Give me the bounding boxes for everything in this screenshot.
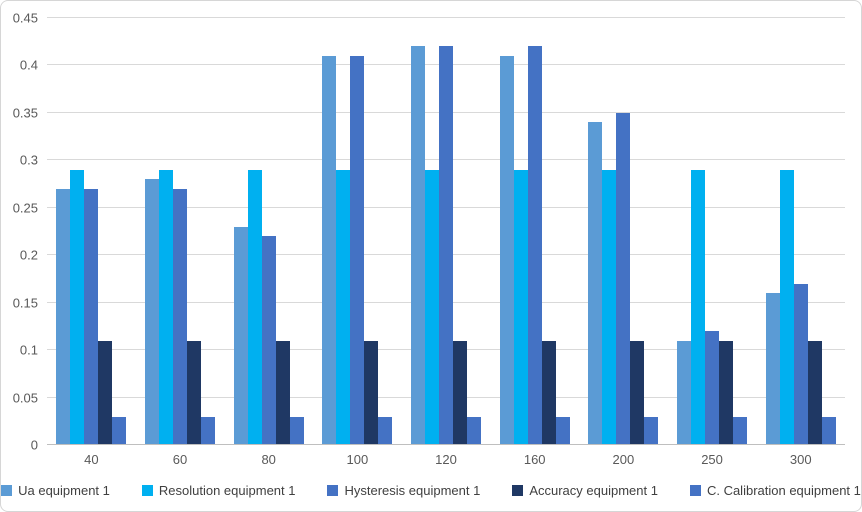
y-tick-label: 0 — [30, 437, 38, 453]
x-tick-label: 60 — [172, 452, 188, 467]
bar — [467, 416, 482, 445]
bar — [112, 416, 127, 445]
y-tick-label: 0.4 — [19, 57, 38, 73]
bar-group-100: 100 — [313, 18, 402, 466]
y-tick-label: 0.15 — [12, 295, 38, 311]
bar — [261, 236, 276, 445]
x-tick-label: 100 — [346, 452, 369, 467]
bar — [70, 169, 85, 445]
y-tick-label: 0.35 — [12, 105, 38, 121]
x-tick-label: 250 — [701, 452, 723, 467]
y-tick-label: 0.05 — [12, 390, 38, 406]
bar — [499, 55, 514, 445]
bar-group-160: 160 — [490, 18, 579, 466]
bar — [616, 112, 631, 445]
bar — [145, 179, 159, 445]
legend-swatch-icon — [689, 485, 701, 496]
bar-group-40: 40 — [47, 18, 136, 466]
legend-swatch-icon — [141, 485, 153, 496]
legend: Ua equipment 1 Resolution equipment 1 Hyst… — [1, 483, 861, 498]
y-tick-label: 0.45 — [12, 10, 38, 26]
bar — [411, 46, 426, 445]
legend-swatch-icon — [327, 485, 339, 496]
x-tick-label: 120 — [435, 452, 457, 467]
bar — [527, 46, 542, 445]
x-axis-line — [47, 444, 845, 445]
bar — [84, 188, 99, 445]
bar — [588, 122, 603, 445]
bar — [233, 226, 248, 445]
x-tick-label: 160 — [523, 452, 546, 467]
legend-item: Accuracy equipment 1 — [512, 483, 658, 498]
bar — [98, 340, 113, 445]
legend-label: Ua equipment 1 — [18, 483, 110, 498]
bar-group-300: 300 — [756, 18, 845, 466]
bar — [173, 188, 187, 445]
bar — [602, 169, 617, 445]
bar — [765, 293, 780, 445]
bar-group-250: 250 — [668, 18, 757, 466]
legend-item: Resolution equipment 1 — [141, 483, 296, 498]
bar — [275, 340, 290, 445]
bar — [555, 416, 570, 445]
bar-group-80: 80 — [224, 18, 313, 466]
bar — [187, 340, 201, 445]
bar — [779, 169, 794, 445]
bar-group-200: 200 — [579, 18, 668, 466]
legend-swatch-icon — [512, 485, 524, 496]
bar — [159, 169, 173, 445]
legend-label: C. Calibration equipment 1 — [706, 483, 861, 498]
bar — [821, 416, 836, 445]
bar — [453, 340, 468, 445]
bar — [807, 340, 822, 445]
legend-label: Accuracy equipment 1 — [529, 483, 658, 498]
bar — [513, 169, 528, 445]
y-tick-label: 0.3 — [19, 152, 38, 168]
bar — [289, 416, 304, 445]
bar — [336, 169, 351, 445]
gridline — [47, 17, 845, 18]
bar — [378, 416, 393, 445]
bar — [56, 188, 71, 445]
bar — [439, 46, 454, 445]
bar — [705, 331, 720, 445]
y-tick-label: 0.1 — [19, 342, 38, 358]
y-tick-label: 0.2 — [19, 247, 38, 263]
legend-swatch-icon — [1, 485, 13, 496]
legend-label: Hysteresis equipment 1 — [344, 483, 481, 498]
bar — [733, 416, 748, 445]
bar — [350, 55, 365, 445]
legend-item: Hysteresis equipment 1 — [327, 483, 480, 498]
bar — [691, 169, 706, 445]
bar — [630, 340, 645, 445]
legend-item: C. Calibration equipment 1 — [689, 483, 861, 498]
x-tick-label: 300 — [789, 452, 812, 467]
bar — [719, 340, 734, 445]
plot-area: 0 0.05 0.1 0.15 0.2 0.25 0.3 0.35 0.4 0.45 40 60 80 1… — [13, 12, 845, 466]
legend-item: Ua equipment 1 — [1, 483, 110, 498]
bar-groups: 40 60 80 100 120 160 200 250 300 — [47, 18, 845, 466]
bar — [677, 340, 692, 445]
x-tick-label: 40 — [84, 452, 99, 467]
bar — [425, 169, 440, 445]
bar — [201, 416, 215, 445]
bar-group-60: 60 — [136, 18, 225, 466]
bar — [541, 340, 556, 445]
x-tick-label: 80 — [261, 452, 276, 467]
y-tick-label: 0.25 — [12, 200, 38, 216]
bar — [247, 169, 262, 445]
legend-label: Resolution equipment 1 — [158, 483, 296, 498]
bar — [793, 283, 808, 445]
x-tick-label: 200 — [612, 452, 635, 467]
bar — [322, 55, 337, 445]
bar-group-120: 120 — [402, 18, 491, 466]
bar — [644, 416, 659, 445]
bar — [364, 340, 379, 445]
